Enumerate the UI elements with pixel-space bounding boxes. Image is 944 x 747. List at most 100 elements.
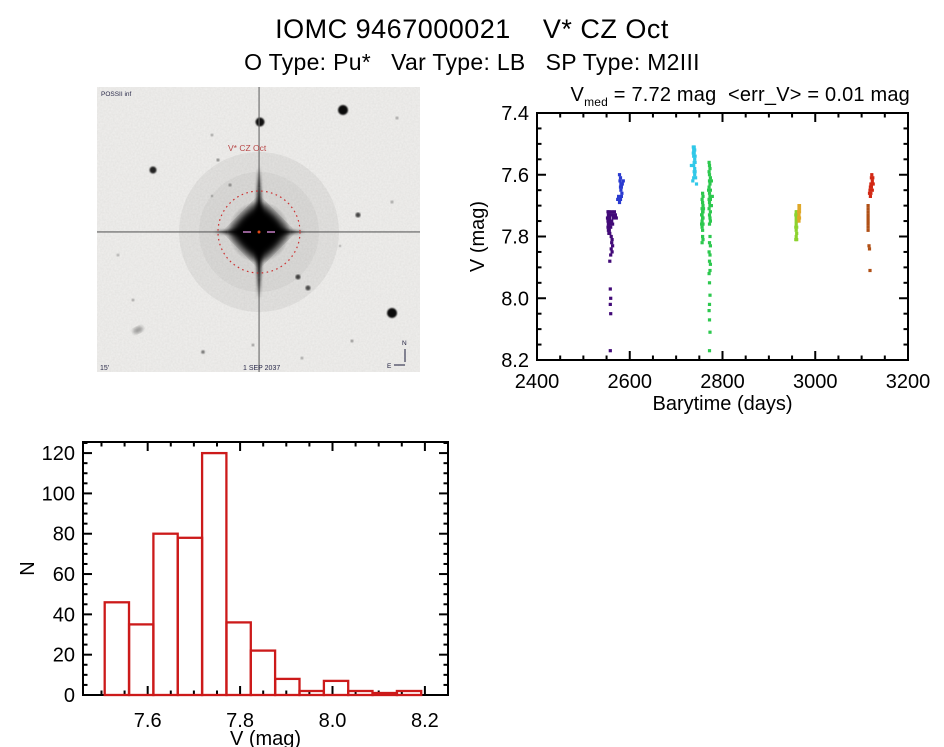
data-point: [609, 213, 613, 217]
x-axis-label: Barytime (days): [652, 393, 792, 415]
hist-bar: [152, 532, 179, 697]
data-point: [611, 216, 616, 220]
data-point: [701, 204, 705, 208]
series-green: [700, 160, 714, 353]
hist-bar: [225, 621, 252, 697]
data-point: [707, 170, 711, 174]
compass: [394, 349, 406, 366]
data-point: [869, 185, 873, 189]
data-point: [608, 287, 612, 291]
data-point: [867, 244, 871, 248]
data-point: [708, 330, 712, 334]
data-point: [797, 207, 801, 211]
data-point: [708, 234, 712, 239]
data-point: [707, 349, 712, 353]
data-point: [708, 268, 712, 273]
scale-label: 15': [100, 365, 109, 372]
data-point: [709, 204, 713, 208]
data-point: [707, 302, 712, 306]
scatter-points: [605, 145, 875, 353]
y-tick-label: 20: [53, 645, 75, 667]
y-axis-label: V (mag): [470, 201, 489, 272]
data-point: [708, 188, 712, 192]
data-point: [693, 148, 697, 152]
data-point: [707, 213, 712, 217]
data-point: [707, 222, 712, 226]
data-point: [701, 191, 705, 195]
field-star: [228, 183, 232, 187]
data-point: [794, 222, 798, 226]
stats-v-subscript: med: [584, 95, 609, 109]
data-point: [700, 225, 704, 229]
data-point: [867, 247, 872, 251]
y-axis-label: N: [20, 561, 39, 575]
data-point: [707, 281, 712, 285]
y-tick-label: 80: [53, 524, 75, 546]
data-point: [607, 219, 611, 223]
data-point: [701, 207, 706, 211]
data-point: [794, 225, 798, 229]
compass-east-label: E: [387, 363, 392, 370]
field-star: [116, 253, 120, 257]
y-tick-label: 8.0: [501, 288, 529, 310]
aperture-circle: [217, 190, 301, 274]
plot-box: [536, 112, 909, 361]
y-tick-label: 7.4: [501, 103, 529, 125]
y-tick-label: 40: [53, 604, 75, 626]
field-star: [338, 244, 342, 248]
series-purple: [605, 210, 618, 353]
y-tick-label: 0: [64, 685, 75, 707]
y-tick-label: 8.2: [501, 350, 529, 372]
data-point: [607, 210, 611, 214]
data-point: [868, 268, 872, 273]
target-label: V* CZ Oct: [228, 143, 267, 153]
data-point: [708, 167, 712, 171]
data-point: [691, 179, 695, 183]
series-gold: [797, 204, 802, 223]
data-point: [693, 167, 697, 171]
data-point: [866, 213, 870, 217]
hist-bar: [395, 689, 423, 697]
data-point: [707, 160, 711, 164]
x-tick-label: 2400: [515, 371, 560, 393]
data-point: [700, 197, 704, 201]
field-star: [355, 212, 361, 218]
page-subtitle: O Type: Pu* Var Type: LB SP Type: M2III: [244, 49, 700, 75]
x-tick-label: 7.8: [226, 710, 254, 732]
data-point: [794, 219, 798, 223]
histogram-bars: [103, 451, 423, 697]
field-star: [387, 308, 397, 318]
data-point: [708, 210, 712, 214]
data-point: [795, 210, 799, 214]
y-tick-label: 120: [42, 443, 75, 465]
data-point: [794, 228, 798, 232]
data-point: [608, 302, 612, 306]
data-point: [871, 182, 875, 186]
hist-bar: [200, 451, 228, 697]
hist-bar: [127, 623, 155, 697]
data-point: [694, 176, 698, 180]
data-point: [708, 262, 712, 266]
lightcurve-stats: Vmed = 7.72 mag <err_V> = 0.01 mag: [571, 84, 910, 109]
hist-bar: [103, 601, 131, 697]
data-point: [701, 200, 705, 205]
aperture-overlay: [217, 190, 301, 274]
field-star: [131, 298, 135, 302]
field-star: [216, 158, 220, 162]
data-point: [608, 222, 612, 226]
data-point: [692, 151, 696, 155]
data-point: [708, 176, 712, 180]
data-point: [609, 312, 613, 316]
data-point: [867, 191, 872, 195]
data-point: [621, 179, 625, 183]
data-point: [707, 309, 711, 313]
x-axis-label: V (mag): [230, 728, 301, 747]
data-point: [708, 194, 712, 198]
data-point: [707, 207, 711, 211]
stats-values: = 7.72 mag <err_V> = 0.01 mag: [608, 84, 910, 106]
data-point: [797, 216, 801, 220]
hist-bar: [298, 689, 325, 697]
data-point: [866, 210, 870, 214]
data-point: [700, 222, 704, 226]
data-point: [620, 182, 624, 186]
